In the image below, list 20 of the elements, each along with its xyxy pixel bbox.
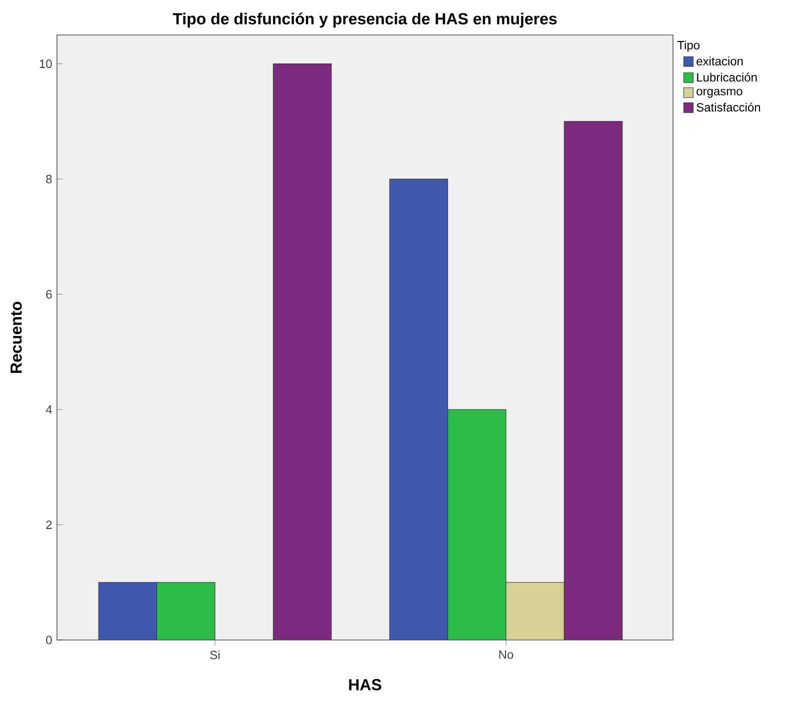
y-tick-label: 0 — [46, 636, 52, 644]
x-axis-title: HAS — [349, 679, 382, 690]
legend-title: Tipo — [677, 40, 700, 52]
y-tick-label: 6 — [46, 290, 52, 299]
y-axis-title: Recuento — [10, 302, 22, 373]
legend-label: Satisfacción — [696, 102, 760, 112]
legend-label: Lubricación — [697, 72, 757, 82]
bar — [156, 582, 216, 640]
y-tick-label: 10 — [40, 60, 52, 68]
legend-label: orgasmo — [696, 88, 742, 98]
chart-title: Tipo de disfunción y presencia de HAS en mujeres — [172, 12, 557, 28]
bar — [272, 64, 332, 640]
x-tick-label: Si — [210, 650, 220, 660]
y-tick-label: 2 — [46, 520, 52, 529]
bar — [448, 409, 506, 640]
legend-label: exitacion — [696, 56, 743, 66]
bar — [564, 121, 623, 640]
y-tick-label: 8 — [46, 174, 52, 184]
y-tick-label: 4 — [46, 405, 52, 414]
x-tick-label: No — [499, 650, 514, 659]
